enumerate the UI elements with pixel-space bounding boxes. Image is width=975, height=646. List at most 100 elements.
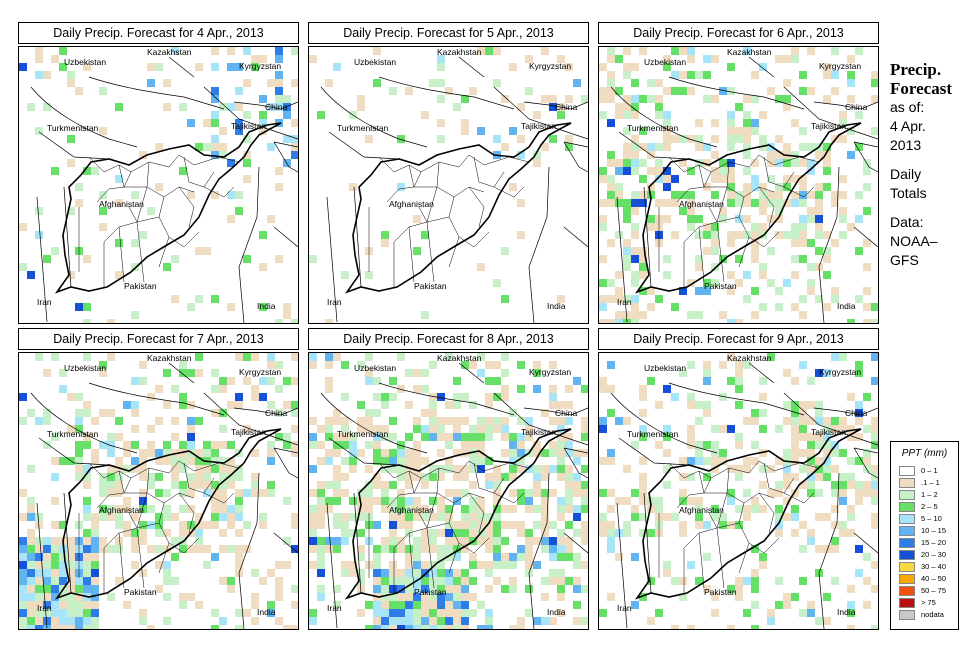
precip-cell: [557, 569, 565, 577]
precip-cell: [719, 393, 727, 401]
precip-cell: [19, 617, 27, 625]
precip-cell: [155, 457, 163, 465]
precip-cell: [655, 609, 663, 617]
precip-cell: [791, 151, 799, 159]
precip-cell: [517, 449, 525, 457]
precip-cell: [27, 497, 35, 505]
precip-cell: [615, 417, 623, 425]
precip-cell: [219, 617, 227, 625]
precip-cell: [485, 561, 493, 569]
label-china: China: [555, 102, 577, 112]
province-boundaries: [658, 154, 820, 287]
precip-cell: [767, 247, 775, 255]
precip-cell: [751, 497, 759, 505]
precip-cell: [557, 401, 565, 409]
precip-cell: [783, 593, 791, 601]
precip-cell: [453, 401, 461, 409]
precip-cell: [27, 593, 35, 601]
precip-cell: [831, 295, 839, 303]
precip-cell: [291, 441, 298, 449]
precip-cell: [501, 143, 509, 151]
precip-cell: [283, 103, 291, 111]
precip-cell: [549, 95, 557, 103]
forecast-panel-3: Daily Precip. Forecast for 6 Apr., 2013 …: [598, 22, 879, 324]
precip-cell: [839, 207, 847, 215]
precip-cell: [445, 433, 453, 441]
forecast-panel-2: Daily Precip. Forecast for 5 Apr., 2013 …: [308, 22, 589, 324]
precip-cell: [549, 449, 557, 457]
precip-cell: [35, 577, 43, 585]
precip-cell: [51, 457, 59, 465]
precip-cell: [67, 601, 75, 609]
precip-cell: [251, 63, 259, 71]
precip-cell: [325, 417, 333, 425]
precip-cell: [445, 617, 453, 625]
precip-cell: [35, 231, 43, 239]
precip-cell: [831, 353, 839, 361]
precip-cell: [751, 239, 759, 247]
precip-cell: [107, 449, 115, 457]
precip-cell: [751, 625, 759, 629]
precip-cell: [267, 569, 275, 577]
precip-cell: [421, 625, 429, 629]
precip-cell: [671, 87, 679, 95]
precip-cell: [413, 497, 421, 505]
precip-cell: [863, 449, 871, 457]
precip-cell: [541, 465, 549, 473]
precip-cell: [421, 385, 429, 393]
precip-cell: [775, 191, 783, 199]
precip-cell: [767, 353, 775, 361]
precip-cell: [59, 553, 67, 561]
precip-cell: [791, 175, 799, 183]
precip-cell: [91, 537, 99, 545]
precip-cell: [99, 409, 107, 417]
precip-cell: [871, 513, 878, 521]
precip-cell: [759, 553, 767, 561]
precip-cell: [493, 425, 501, 433]
precip-cell: [381, 625, 389, 629]
precip-cell: [671, 191, 679, 199]
precip-cell: [501, 433, 509, 441]
precip-cell: [397, 135, 405, 143]
legend-label: 20 – 30: [921, 550, 947, 559]
precip-cell: [357, 545, 365, 553]
side-totals-line1: Daily: [890, 166, 922, 182]
side-title-line1: Precip.: [890, 60, 942, 79]
precip-cell: [623, 103, 631, 111]
label-afghanistan: Afghanistan: [679, 199, 724, 209]
precip-cell: [413, 441, 421, 449]
precip-cell: [815, 441, 823, 449]
precip-cell: [219, 143, 227, 151]
precip-cell: [687, 311, 695, 319]
precip-cell: [493, 497, 501, 505]
precip-cell: [219, 385, 227, 393]
precip-cell: [381, 231, 389, 239]
precip-cell: [27, 103, 35, 111]
precip-cell: [517, 489, 525, 497]
precip-cell: [855, 215, 863, 223]
precip-cell: [607, 71, 615, 79]
precip-cell: [75, 625, 83, 629]
precip-cell: [35, 569, 43, 577]
precip-cell: [719, 513, 727, 521]
precip-cell: [663, 215, 671, 223]
precip-cell: [501, 393, 509, 401]
precip-cell: [695, 311, 703, 319]
precip-cell: [581, 521, 588, 529]
precip-cell: [855, 417, 863, 425]
precip-cell: [91, 577, 99, 585]
precip-cell: [847, 79, 855, 87]
precip-cell: [235, 87, 243, 95]
precip-cell: [615, 529, 623, 537]
precip-cell: [27, 271, 35, 279]
precip-cell: [267, 143, 275, 151]
precip-cell: [195, 473, 203, 481]
precip-cells: [19, 353, 298, 629]
label-pakistan: Pakistan: [704, 281, 737, 291]
precip-cell: [461, 433, 469, 441]
precip-cell: [631, 111, 639, 119]
precip-cell: [581, 617, 588, 625]
precip-cell: [871, 585, 878, 593]
precip-cell: [445, 593, 453, 601]
precip-cell: [631, 295, 639, 303]
